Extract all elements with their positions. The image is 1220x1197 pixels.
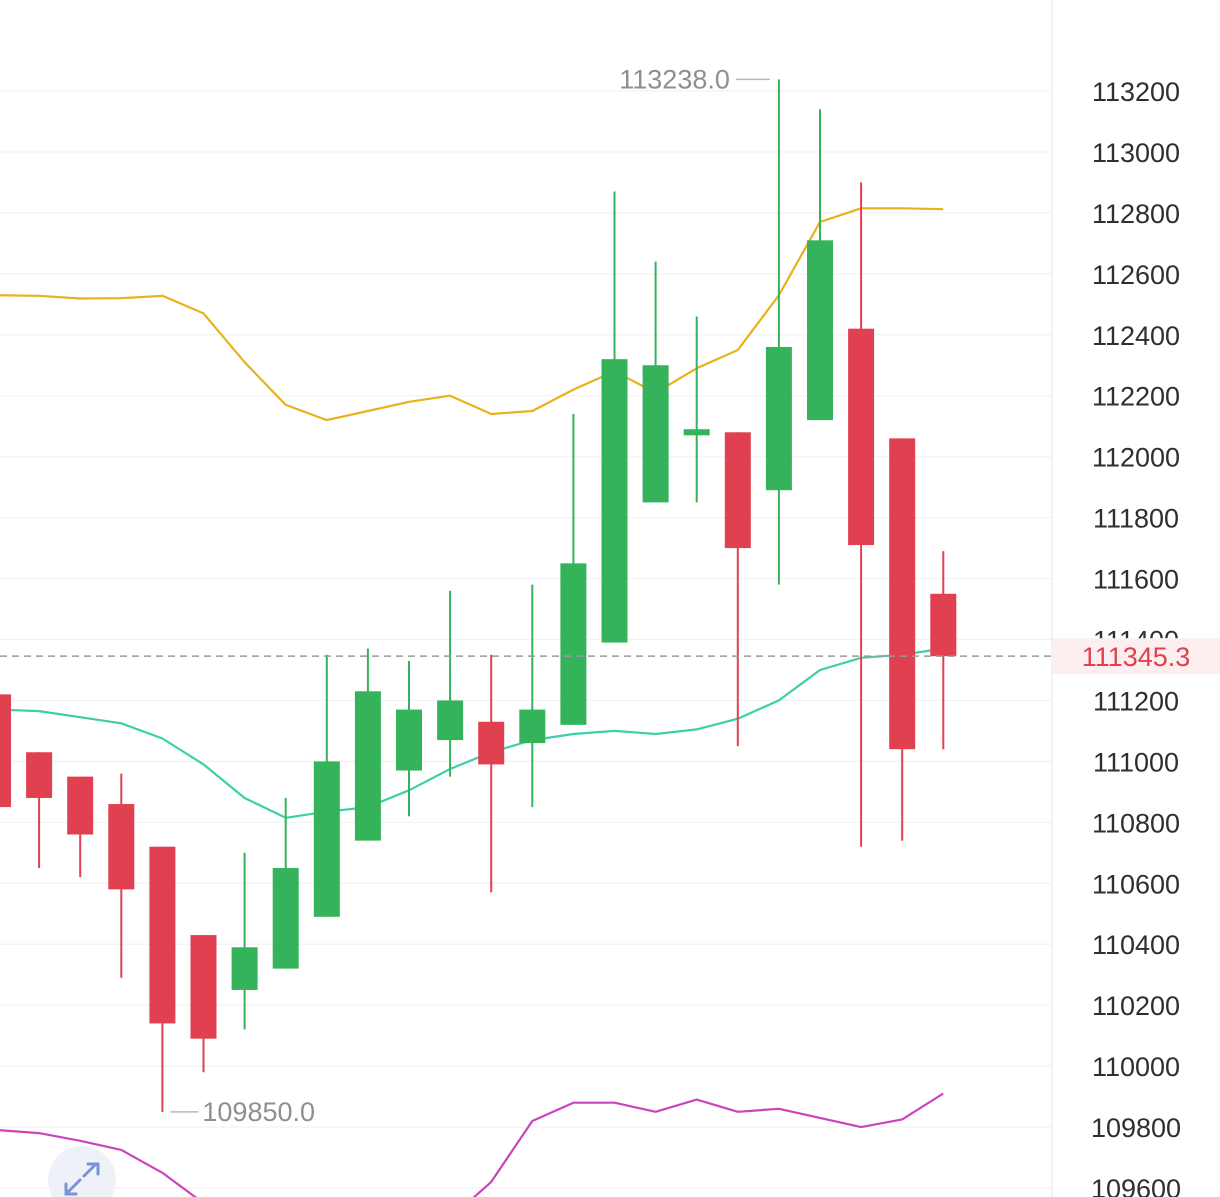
candle	[149, 846, 176, 1112]
candle	[396, 660, 422, 817]
candle	[437, 590, 464, 777]
indicator-line-2	[0, 647, 944, 819]
price-tick-label: 110600	[1092, 869, 1180, 899]
extreme-markers: 113238.0 109850.0	[170, 64, 770, 1127]
price-tick-label: 111200	[1093, 686, 1179, 716]
price-tick-label: 110400	[1092, 930, 1180, 960]
indicator-lines	[0, 207, 944, 1197]
candle	[642, 261, 669, 503]
candle	[67, 776, 94, 878]
price-tick-label: 109600	[1091, 1174, 1181, 1197]
candle-body	[26, 752, 53, 798]
candle-body	[807, 240, 833, 421]
candle-body	[601, 359, 628, 643]
candle	[272, 797, 299, 969]
price-tick-label: 113000	[1092, 138, 1180, 168]
candle-body	[889, 438, 916, 750]
candle-body	[437, 700, 464, 741]
candle	[765, 79, 792, 585]
candle	[930, 551, 957, 750]
price-tick-label: 111600	[1093, 565, 1179, 595]
candle	[519, 584, 546, 808]
candle-body	[560, 563, 587, 725]
candle-body	[0, 694, 11, 808]
candle-body	[231, 947, 258, 990]
high-price-label: 113238.0	[619, 64, 730, 94]
price-tick-label: 111800	[1093, 504, 1179, 534]
candle-body	[724, 432, 751, 549]
candle	[354, 648, 381, 841]
candle-body	[930, 593, 957, 657]
candle	[26, 752, 53, 869]
candle	[231, 852, 258, 1030]
candle-body	[642, 365, 669, 503]
price-tick-label: 112400	[1092, 321, 1180, 351]
candle-body	[190, 935, 217, 1039]
price-tick-label: 112200	[1092, 382, 1180, 412]
candle	[683, 316, 710, 503]
candles	[0, 79, 957, 1112]
price-tick-label: 111000	[1093, 747, 1179, 777]
price-tick-label: 110000	[1092, 1052, 1180, 1082]
candle	[190, 935, 217, 1073]
candle-body	[272, 868, 299, 969]
candle-body	[478, 721, 505, 765]
low-price-label: 109850.0	[202, 1097, 315, 1127]
candle-body	[149, 846, 176, 1024]
candle-body	[848, 328, 875, 546]
candle	[478, 654, 505, 893]
gridlines	[0, 90, 1052, 1189]
candle-body	[765, 346, 792, 491]
price-tick-label: 112800	[1092, 199, 1180, 229]
expand-arrows-icon[interactable]	[64, 1162, 100, 1196]
price-tick-label: 109800	[1091, 1113, 1181, 1143]
candle-body	[683, 429, 710, 436]
candle	[724, 432, 751, 747]
candle	[560, 414, 587, 725]
candle-body	[67, 776, 94, 835]
candle	[313, 654, 340, 917]
expand-chart-button[interactable]	[48, 1146, 116, 1197]
price-tick-label: 112600	[1092, 260, 1180, 290]
candle	[848, 182, 875, 847]
last-price-badge	[1053, 638, 1220, 675]
indicator-line-1	[0, 207, 944, 422]
candle	[889, 438, 916, 841]
expand-button-bg[interactable]	[48, 1146, 116, 1197]
candle	[0, 694, 11, 808]
candle	[807, 109, 833, 421]
candle-body	[313, 761, 340, 917]
candle-body	[108, 804, 135, 890]
candle-body	[519, 709, 546, 744]
candle-body	[354, 691, 381, 841]
price-tick-label: 110800	[1092, 808, 1180, 838]
price-tick-label: 110200	[1092, 991, 1180, 1021]
indicator-line-3	[0, 1092, 944, 1197]
candle	[601, 191, 628, 643]
price-axis: 113200 113000 112800 112600 112400 112200 1120…	[1091, 77, 1181, 1197]
price-tick-label: 113200	[1092, 77, 1180, 107]
candle-body	[396, 709, 422, 771]
last-price-label: 111345.3	[1082, 642, 1191, 672]
last-price-indicator: 111345.3	[0, 638, 1220, 675]
candle	[108, 773, 135, 978]
price-tick-label: 112000	[1092, 443, 1180, 473]
